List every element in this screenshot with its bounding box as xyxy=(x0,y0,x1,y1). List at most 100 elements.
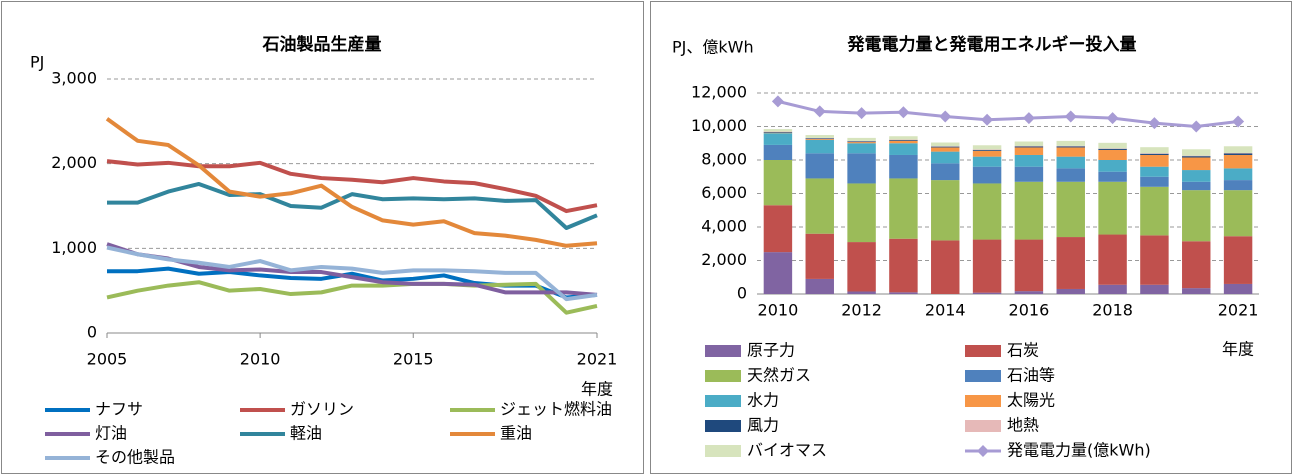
bar-segment xyxy=(1223,154,1253,169)
y-tick-label: 8,000 xyxy=(701,150,747,169)
bar-segment xyxy=(931,163,960,181)
x-tick-label: 2012 xyxy=(841,301,882,320)
line-marker xyxy=(813,105,826,118)
bar-segment xyxy=(1014,141,1044,147)
x-tick-label: 2021 xyxy=(1218,301,1259,320)
bar-segment xyxy=(931,146,960,148)
legend-swatch xyxy=(705,345,741,357)
legend-swatch xyxy=(965,420,1001,432)
bar-segment xyxy=(1140,176,1169,187)
bar-segment xyxy=(1056,156,1085,169)
line-marker xyxy=(855,107,868,120)
line-marker xyxy=(1064,110,1077,123)
x-tick-label: 2015 xyxy=(393,350,434,369)
series-line xyxy=(106,242,598,297)
bar-segment xyxy=(1056,168,1085,182)
legend-label: 灯油 xyxy=(95,424,127,443)
bar-segment xyxy=(1140,147,1169,154)
series-line xyxy=(105,117,598,248)
bar-segment xyxy=(763,132,793,134)
y-tick-label: 12,000 xyxy=(691,83,747,102)
bar-segment xyxy=(972,149,1002,151)
legend-label: その他製品 xyxy=(95,448,175,467)
legend-label: 天然ガス xyxy=(747,366,811,385)
legend-swatch xyxy=(977,445,989,457)
x-tick-label: 2021 xyxy=(577,350,618,369)
legend-swatch xyxy=(965,395,1001,407)
bar-segment xyxy=(1098,171,1127,182)
bar-segment xyxy=(1140,284,1169,294)
x-tick-label: 2018 xyxy=(1092,301,1133,320)
line-marker xyxy=(771,95,784,108)
line-marker xyxy=(1190,120,1203,133)
bar-segment xyxy=(1223,153,1253,155)
bar-segment xyxy=(1014,166,1044,182)
bar-segment xyxy=(1223,190,1253,237)
bar-segment xyxy=(847,141,876,143)
bar-segment xyxy=(1056,146,1085,148)
bar-segment xyxy=(889,140,918,144)
bar-segment xyxy=(847,183,876,243)
bar-segment xyxy=(805,233,834,279)
bar-segment xyxy=(1223,236,1253,284)
line-marker xyxy=(1148,117,1161,130)
y-axis-label: PJ xyxy=(30,53,44,72)
legend-label: ガソリン xyxy=(290,400,354,419)
legend-label: 重油 xyxy=(500,424,532,443)
bar-segment xyxy=(972,166,1002,184)
series-line xyxy=(106,280,598,315)
x-axis-label: 年度 xyxy=(581,380,613,399)
y-tick-label: 4,000 xyxy=(701,217,747,236)
y-axis-label: PJ、億kWh xyxy=(672,38,754,57)
panel-frame xyxy=(1,1,644,474)
legend-label: 原子力 xyxy=(747,341,795,360)
x-tick-label: 2010 xyxy=(240,350,281,369)
bar-segment xyxy=(763,205,793,253)
bar-segment xyxy=(763,160,793,206)
bar-segment xyxy=(847,153,876,184)
y-tick-label: 6,000 xyxy=(701,183,747,202)
bar-segment xyxy=(1056,147,1085,157)
chart-title: 石油製品生産量 xyxy=(262,34,382,55)
bar-segment xyxy=(1014,147,1044,155)
bar-segment xyxy=(847,291,876,294)
series-line xyxy=(107,181,598,231)
y-tick-label: 10,000 xyxy=(691,116,747,135)
bar-segment xyxy=(1140,153,1169,155)
bar-segment xyxy=(1182,181,1211,191)
bar-segment xyxy=(889,178,918,239)
bar-segment xyxy=(972,239,1002,293)
bar-segment xyxy=(805,153,834,179)
bar-segment xyxy=(847,137,876,141)
bar-segment xyxy=(1014,181,1044,240)
y-tick-label: 0 xyxy=(87,323,97,342)
bar-segment xyxy=(763,133,793,145)
bar-segment xyxy=(1223,180,1253,191)
x-tick-label: 2016 xyxy=(1009,301,1050,320)
y-tick-label: 2,000 xyxy=(51,153,97,172)
legend-swatch xyxy=(965,345,1001,357)
y-tick-label: 1,000 xyxy=(51,238,97,257)
bar-segment xyxy=(1098,284,1127,294)
chart-title: 発電電力量と発電用エネルギー投入量 xyxy=(847,34,1137,55)
bar-segment xyxy=(847,143,876,154)
bar-segment xyxy=(889,136,918,140)
y-tick-label: 0 xyxy=(737,284,747,303)
bar-segment xyxy=(1223,168,1253,181)
legend-label: バイオマス xyxy=(747,441,827,460)
bar-segment xyxy=(1014,291,1044,294)
legend-swatch xyxy=(705,420,741,432)
series-line xyxy=(106,245,598,302)
bar-segment xyxy=(1182,190,1211,242)
bar-segment xyxy=(805,139,834,140)
legend-swatch xyxy=(965,370,1001,382)
bar-segment xyxy=(1098,148,1127,150)
bar-segment xyxy=(1056,288,1085,294)
bar-segment xyxy=(1223,146,1253,153)
bar-segment xyxy=(1098,142,1127,149)
bar-segment xyxy=(805,139,834,154)
bar-segment xyxy=(1014,239,1044,292)
bar-segment xyxy=(763,132,793,133)
bar-segment xyxy=(972,150,1002,157)
